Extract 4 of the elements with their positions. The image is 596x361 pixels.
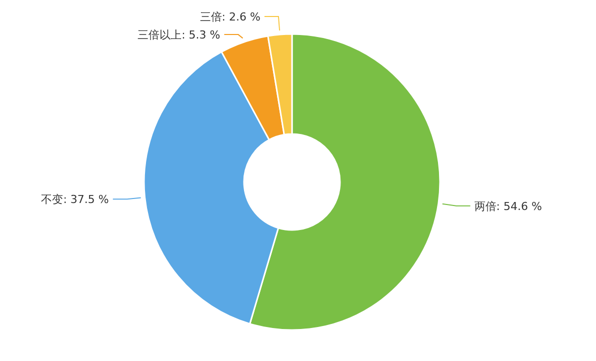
slice-label: 三倍: 2.6 % — [200, 10, 260, 24]
slice-label: 两倍: 54.6 % — [474, 200, 542, 213]
slice-label: 三倍以上: 5.3 % — [138, 28, 220, 42]
slice-label: 不变: 37.5 % — [41, 193, 109, 206]
